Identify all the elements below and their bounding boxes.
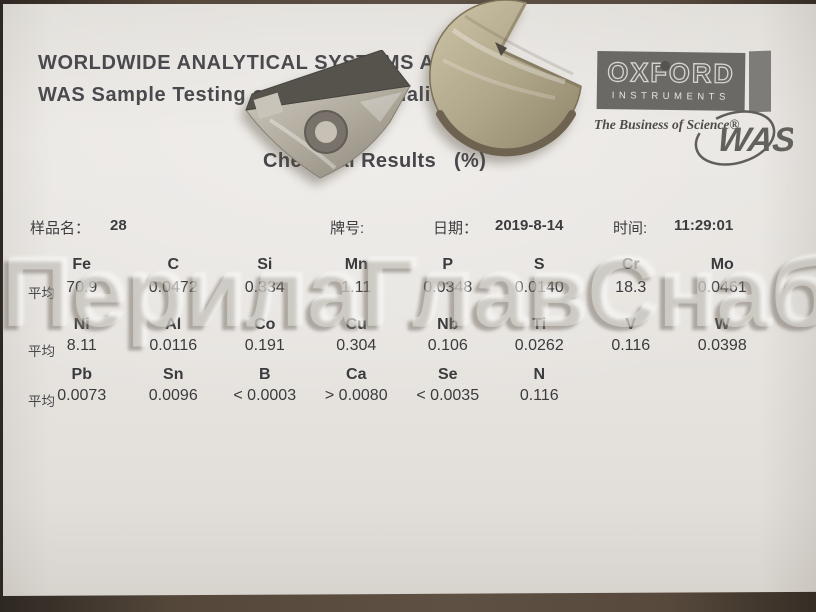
time-label: 时间: bbox=[613, 220, 648, 237]
element-value: 0.0472 bbox=[148, 279, 198, 296]
average-label: 平均 bbox=[28, 344, 55, 359]
element-symbol: Al bbox=[165, 316, 182, 333]
element-value: 0.0096 bbox=[148, 387, 198, 404]
element-value: 0.0262 bbox=[514, 337, 564, 354]
element-value: 0.0461 bbox=[697, 279, 747, 296]
element-value: 1.11 bbox=[341, 279, 372, 296]
time-value: 11:29:01 bbox=[674, 217, 734, 234]
element-symbol: S bbox=[533, 256, 545, 273]
svg-text:WAS: WAS bbox=[715, 121, 793, 159]
element-value: 0.116 bbox=[611, 337, 651, 354]
element-value-row: 8.11 0.0116 0.191 0.304 0.106 0.0262 0.1… bbox=[36, 337, 768, 355]
element-value-row: 70.9 0.0472 0.334 1.11 0.0348 0.0140 18.… bbox=[36, 279, 768, 297]
average-label: 平均 bbox=[28, 286, 55, 301]
element-value: < 0.0003 bbox=[233, 387, 297, 404]
logo-side-bar bbox=[749, 50, 771, 113]
element-symbol: Ca bbox=[346, 366, 367, 383]
element-symbol: N bbox=[533, 366, 546, 383]
report-heading-line2-left: WAS Sample Testing o bbox=[38, 84, 266, 106]
element-symbol: Cr bbox=[621, 256, 640, 273]
element-value: 0.0398 bbox=[697, 337, 747, 354]
element-symbol: Pb bbox=[71, 366, 92, 383]
average-label: 平均 bbox=[28, 394, 55, 409]
element-value: 0.191 bbox=[244, 337, 285, 354]
element-value: 70.9 bbox=[66, 279, 98, 296]
logo-tagline: The Business of Science® bbox=[594, 117, 740, 132]
sample-name-value: 28 bbox=[110, 217, 127, 234]
date-label: 日期： bbox=[433, 220, 479, 237]
element-symbol: B bbox=[258, 366, 271, 383]
element-symbol: Ni bbox=[73, 316, 90, 333]
metal-insert-sample bbox=[245, 50, 411, 179]
element-symbol: Mn bbox=[344, 256, 368, 273]
element-symbol: W bbox=[714, 316, 730, 333]
element-value: 8.11 bbox=[66, 337, 97, 354]
element-symbol-row: Pb Sn B Ca Se N bbox=[36, 366, 768, 384]
element-symbol: Mo bbox=[710, 256, 734, 273]
element-value: > 0.0080 bbox=[324, 387, 388, 404]
instruments-wordmark: INSTRUMENTS bbox=[611, 90, 730, 103]
metal-disc-sample bbox=[429, 0, 582, 157]
element-value: 0.0116 bbox=[149, 337, 198, 354]
element-symbol: Fe bbox=[72, 256, 92, 273]
was-logo-icon: WAS bbox=[694, 110, 793, 166]
oxford-wordmark: OXFORD bbox=[606, 56, 736, 89]
element-value: 0.304 bbox=[336, 337, 377, 354]
element-value: < 0.0035 bbox=[416, 387, 480, 404]
element-symbol: Co bbox=[254, 316, 276, 333]
oxford-instruments-logo: OXFORD INSTRUMENTS bbox=[596, 50, 746, 112]
element-value: 0.0140 bbox=[514, 279, 564, 296]
element-value: 0.106 bbox=[427, 337, 468, 354]
element-symbol: Cu bbox=[345, 316, 367, 333]
element-symbol: Nb bbox=[437, 316, 459, 333]
element-value: 0.0348 bbox=[423, 279, 473, 296]
element-value: 0.116 bbox=[519, 387, 559, 404]
element-symbol: Sn bbox=[163, 366, 184, 383]
sample-name-label: 样品名： bbox=[30, 220, 91, 237]
element-value-row: 0.0073 0.0096 < 0.0003 > 0.0080 < 0.0035… bbox=[36, 387, 768, 405]
element-symbol: C bbox=[167, 256, 180, 273]
oxford-o-dot-icon bbox=[660, 60, 671, 71]
grade-label: 牌号: bbox=[330, 220, 365, 237]
element-symbol: Si bbox=[257, 256, 273, 273]
element-symbol-row: Fe C Si Mn P S Cr Mo bbox=[36, 256, 768, 274]
element-value: 0.334 bbox=[244, 279, 285, 296]
element-symbol: Se bbox=[437, 366, 458, 383]
element-value: 18.3 bbox=[615, 279, 647, 296]
date-value: 2019-8-14 bbox=[495, 217, 564, 234]
element-value: 0.0073 bbox=[57, 387, 107, 404]
element-symbol-row: Ni Al Co Cu Nb Ti V W bbox=[36, 316, 768, 334]
element-symbol: P bbox=[442, 256, 454, 273]
element-symbol: Ti bbox=[532, 316, 547, 333]
element-symbol: V bbox=[625, 316, 637, 333]
